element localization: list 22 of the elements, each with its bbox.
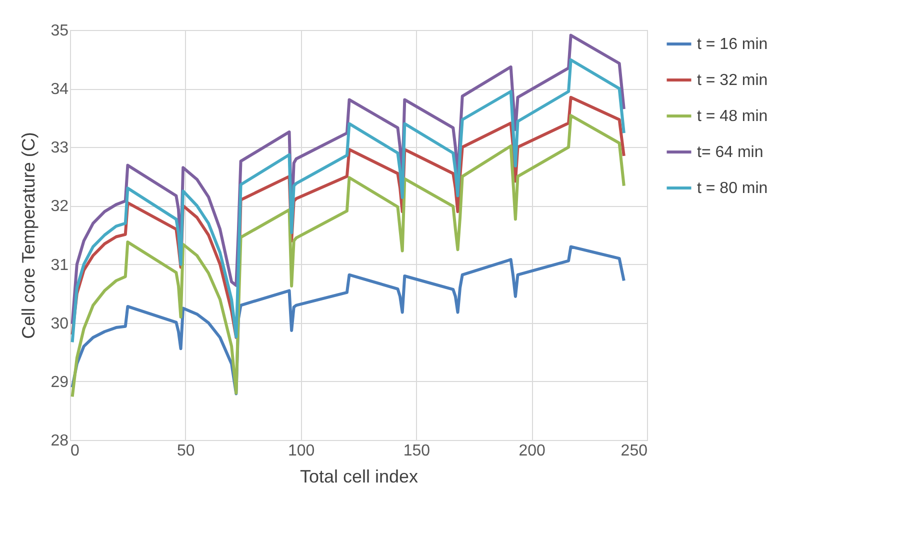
y-tick-label: 30 (50, 315, 69, 332)
y-tick-label: 31 (50, 256, 69, 274)
x-tick-label: 50 (177, 442, 195, 460)
y-tick-label: 34 (50, 81, 69, 98)
x-tick-label: 0 (70, 442, 80, 460)
y-tick-label: 28 (50, 432, 69, 450)
legend-label: t = 32 min (697, 72, 768, 89)
x-axis-title: Total cell index (300, 466, 418, 486)
x-tick-label: 150 (403, 442, 430, 460)
legend-label: t = 80 min (697, 180, 768, 197)
x-tick-label: 200 (518, 442, 546, 460)
y-axis-title: Cell core Temperature (C) (18, 132, 39, 339)
y-tick-label: 29 (50, 374, 69, 391)
line-series (70, 114, 626, 398)
y-tick-label: 33 (50, 140, 69, 157)
legend-label: t= 64 min (697, 144, 764, 161)
legend-label: t = 16 min (697, 36, 768, 53)
x-tick-label: 250 (620, 442, 648, 460)
y-tick-label: 35 (50, 22, 69, 40)
x-tick-label: 100 (288, 442, 315, 460)
legend-label: t = 48 min (697, 108, 768, 125)
y-tick-label: 32 (50, 198, 69, 216)
